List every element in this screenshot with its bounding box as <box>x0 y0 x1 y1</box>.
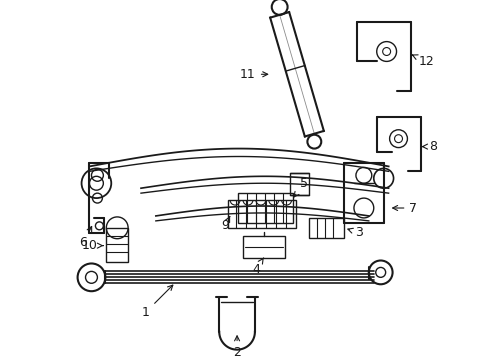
Text: 11: 11 <box>240 68 267 81</box>
Bar <box>228 200 295 228</box>
Text: 10: 10 <box>81 239 103 252</box>
Text: 4: 4 <box>251 258 263 276</box>
Text: 1: 1 <box>142 285 172 319</box>
Bar <box>106 228 128 262</box>
Text: 3: 3 <box>347 226 362 239</box>
Text: 2: 2 <box>233 336 241 359</box>
Text: 9: 9 <box>221 216 229 232</box>
Text: 12: 12 <box>411 55 433 68</box>
Bar <box>243 236 284 257</box>
Text: 5: 5 <box>293 177 308 197</box>
Bar <box>309 218 344 238</box>
Text: 6: 6 <box>80 226 91 249</box>
Text: 7: 7 <box>392 202 417 215</box>
Bar <box>289 173 309 195</box>
Bar <box>238 193 292 223</box>
Text: 8: 8 <box>422 140 436 153</box>
